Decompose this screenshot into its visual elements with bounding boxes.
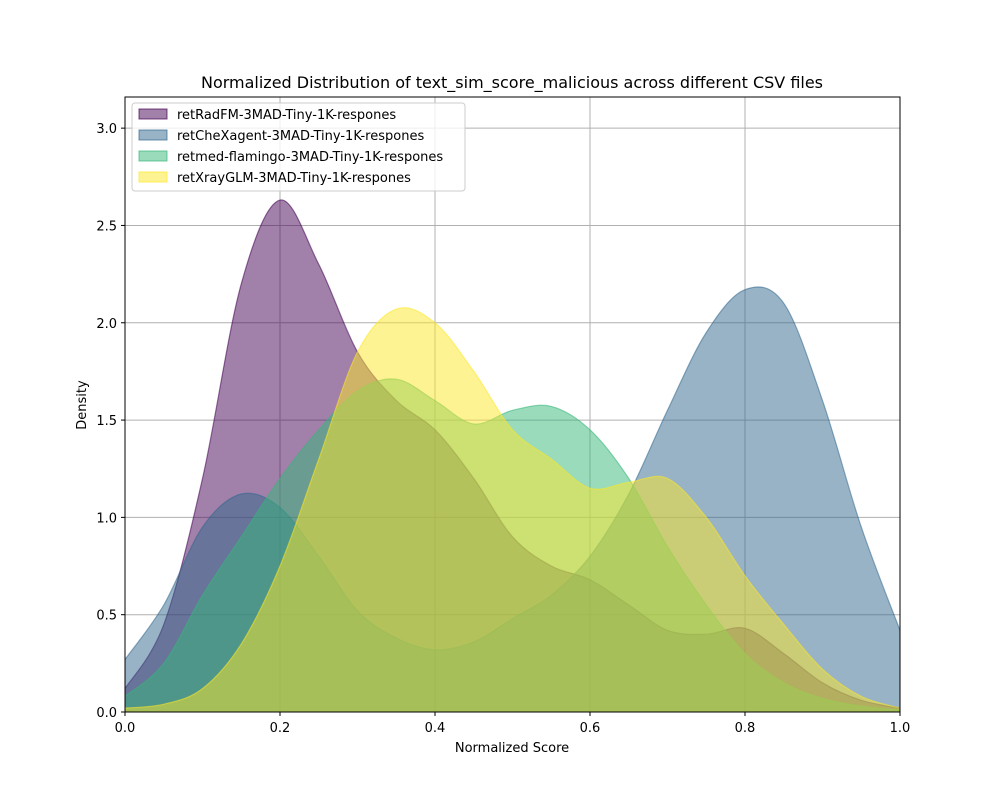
- x-axis-label: Normalized Score: [455, 741, 569, 756]
- legend-label-med-flamingo: retmed-flamingo-3MAD-Tiny-1K-respones: [177, 150, 443, 165]
- legend-swatch-med-flamingo: [138, 150, 168, 162]
- x-tick-label: 0.2: [270, 721, 291, 736]
- legend: retRadFM-3MAD-Tiny-1K-respones retCheXag…: [131, 102, 466, 192]
- y-tick-label: 2.5: [96, 219, 117, 234]
- axis-ticks: 0.0 0.2 0.4 0.6 0.8 1.0 0.0 0.5 1.0 1.5 2.0 2.5 3.0: [96, 122, 910, 736]
- legend-swatch-xrayglm: [138, 171, 168, 183]
- x-tick-label: 0.4: [425, 721, 446, 736]
- y-tick-label: 3.0: [96, 122, 117, 137]
- y-axis-label: Density: [75, 380, 90, 430]
- x-tick-label: 1.0: [890, 721, 911, 736]
- density-line-xrayglm: [124, 307, 901, 709]
- y-tick-label: 0.0: [96, 706, 117, 721]
- legend-box: [131, 102, 466, 192]
- density-area-xrayglm: [125, 307, 900, 712]
- legend-label-radfm: retRadFM-3MAD-Tiny-1K-respones: [177, 108, 396, 123]
- y-tick-label: 2.0: [96, 317, 117, 332]
- chart-title: Normalized Distribution of text_sim_scor…: [201, 73, 823, 93]
- legend-swatch-radfm: [138, 108, 168, 120]
- legend-swatch-chexagent: [138, 129, 168, 141]
- density-areas: [124, 199, 901, 713]
- x-tick-label: 0.6: [580, 721, 601, 736]
- x-tick-label: 0.0: [115, 721, 136, 736]
- legend-label-xrayglm: retXrayGLM-3MAD-Tiny-1K-respones: [177, 171, 411, 186]
- x-tick-label: 0.8: [735, 721, 756, 736]
- y-tick-label: 0.5: [96, 609, 117, 624]
- y-tick-label: 1.0: [96, 511, 117, 526]
- legend-label-chexagent: retCheXagent-3MAD-Tiny-1K-respones: [177, 129, 424, 144]
- plot-frame: [124, 96, 901, 713]
- y-tick-label: 1.5: [96, 414, 117, 429]
